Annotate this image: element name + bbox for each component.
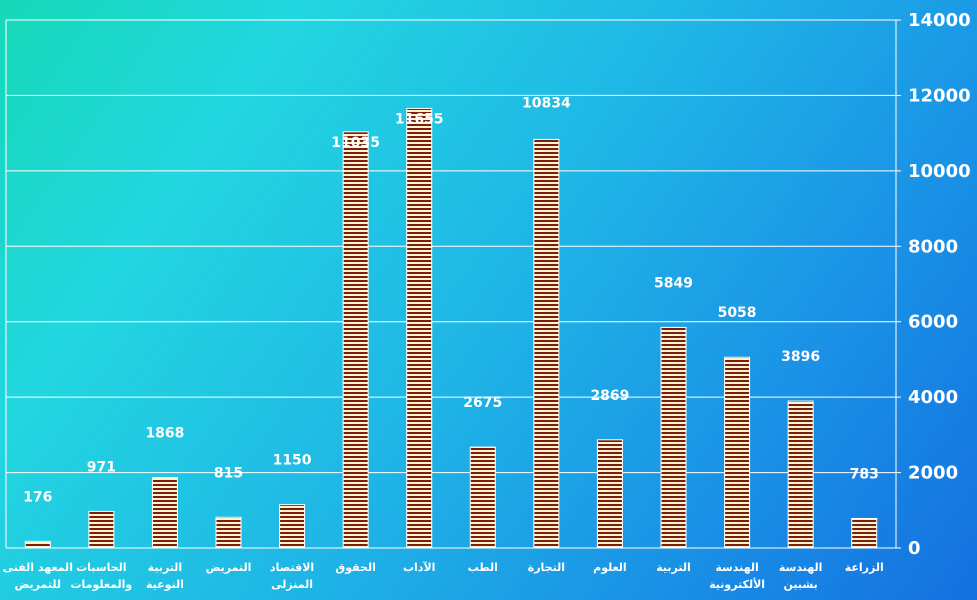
y-tick-label: 8000 <box>908 236 958 257</box>
data-labels: 176 971 1868 815 1150 11035 11655 2675 10834 2869… <box>23 95 879 505</box>
data-label: 1150 <box>273 453 312 469</box>
data-label: 3896 <box>781 349 820 365</box>
bar <box>724 356 751 549</box>
data-label: 176 <box>23 489 52 505</box>
category-label: التجارة <box>528 561 565 574</box>
category-label: والمعلومات <box>71 578 133 591</box>
category-label: النوعية <box>146 578 184 591</box>
category-label: الهندسة <box>779 561 823 574</box>
category-label: التمريض <box>206 561 252 574</box>
category-label: التربية <box>656 561 691 574</box>
data-label: 10834 <box>522 95 571 111</box>
category-label: الطب <box>468 561 498 574</box>
data-label: 11035 <box>331 135 380 151</box>
category-label: بشبين <box>784 578 818 591</box>
bar <box>660 326 687 549</box>
category-label: الزراعة <box>845 561 884 574</box>
bar <box>787 400 814 549</box>
y-tick-label: 0 <box>908 538 921 559</box>
bar <box>469 446 496 549</box>
y-tick-label: 12000 <box>908 85 971 106</box>
data-label: 2869 <box>590 388 629 404</box>
gridlines <box>5 19 897 549</box>
y-tick-label: 6000 <box>908 312 958 333</box>
data-label: 11655 <box>395 111 444 127</box>
bar <box>342 131 369 549</box>
category-label: للتمريض <box>15 578 61 591</box>
bar <box>406 107 433 549</box>
category-label: الألكترونية <box>709 577 765 591</box>
y-tick-label: 4000 <box>908 387 958 408</box>
bar <box>279 504 306 549</box>
y-tick-label: 14000 <box>908 10 971 31</box>
bar <box>24 540 51 549</box>
category-label: الهندسة <box>715 561 759 574</box>
bar <box>151 477 178 549</box>
data-label: 783 <box>850 466 879 482</box>
bars <box>24 107 878 549</box>
category-label: المعهد الفنى <box>3 561 73 574</box>
category-label: الحاسبات <box>76 561 126 574</box>
category-label: العلوم <box>593 561 627 574</box>
bar <box>215 516 242 549</box>
y-axis-ticks: 0 2000 4000 6000 8000 10000 12000 14000 <box>896 10 971 559</box>
category-label: الاقتصاد <box>270 561 314 574</box>
data-label: 971 <box>87 459 116 475</box>
category-label: الحقوق <box>335 561 375 574</box>
category-label: المنزلى <box>271 578 313 591</box>
bar <box>533 138 560 549</box>
x-axis-categories: المعهد الفنى للتمريض الحاسبات والمعلومات الت… <box>3 561 884 591</box>
bar <box>596 439 623 549</box>
bar <box>851 517 878 549</box>
bar <box>88 510 115 549</box>
data-label: 5849 <box>654 275 693 291</box>
category-label: الآداب <box>403 561 435 574</box>
data-label: 5058 <box>718 305 757 321</box>
data-label: 2675 <box>463 395 502 411</box>
data-label: 815 <box>214 465 243 481</box>
data-label: 1868 <box>145 426 184 442</box>
y-tick-label: 10000 <box>908 161 971 182</box>
category-label: التربية <box>148 561 183 574</box>
y-tick-label: 2000 <box>908 463 958 484</box>
